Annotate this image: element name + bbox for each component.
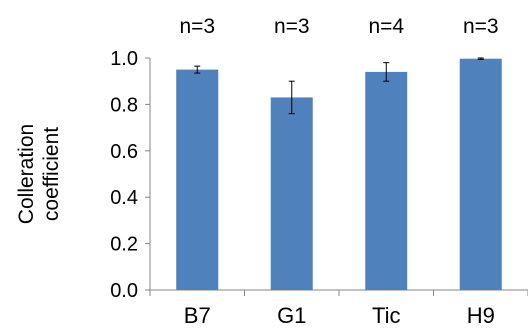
bar bbox=[270, 97, 313, 290]
x-tick-label: H9 bbox=[467, 303, 495, 328]
y-tick-label: 0.0 bbox=[110, 280, 138, 302]
x-tick-label: Tic bbox=[372, 303, 401, 328]
error-bars bbox=[194, 57, 484, 115]
y-tick-label: 1.0 bbox=[110, 48, 138, 70]
x-tick-label: B7 bbox=[184, 303, 211, 328]
sample-size-labels: n=3 n=3 n=4 n=3 bbox=[179, 15, 498, 38]
x-tick-labels: B7 G1 Tic H9 bbox=[184, 303, 495, 328]
bar bbox=[459, 58, 502, 290]
y-axis-label: Colleration coefficient bbox=[15, 124, 63, 224]
x-tick-label: G1 bbox=[277, 303, 306, 328]
sample-size-label: n=3 bbox=[179, 15, 215, 38]
y-tick-label: 0.4 bbox=[110, 187, 138, 209]
sample-size-label: n=4 bbox=[368, 15, 404, 38]
y-tick-label: 0.2 bbox=[110, 234, 138, 256]
bar bbox=[365, 71, 408, 290]
y-axis-label-line: coefficient bbox=[40, 127, 63, 221]
sample-size-label: n=3 bbox=[274, 15, 310, 38]
bars bbox=[176, 58, 502, 290]
bar bbox=[176, 69, 219, 290]
y-axis-label-line: Colleration bbox=[15, 124, 38, 224]
y-tick-label: 0.8 bbox=[110, 94, 138, 116]
y-tick-labels: 0.0 0.2 0.4 0.6 0.8 1.0 bbox=[110, 48, 138, 302]
sample-size-label: n=3 bbox=[463, 15, 499, 38]
y-tick-label: 0.6 bbox=[110, 141, 138, 163]
